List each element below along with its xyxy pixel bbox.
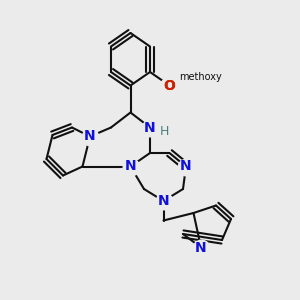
Text: N: N xyxy=(195,241,207,254)
Text: N: N xyxy=(125,160,136,173)
Text: N: N xyxy=(180,160,192,173)
Text: O: O xyxy=(164,79,175,92)
Text: N: N xyxy=(144,121,156,134)
Text: H: H xyxy=(159,125,169,139)
Text: N: N xyxy=(158,194,169,208)
Text: O: O xyxy=(164,79,175,92)
Text: methoxy: methoxy xyxy=(179,71,222,82)
Text: N: N xyxy=(84,130,96,143)
